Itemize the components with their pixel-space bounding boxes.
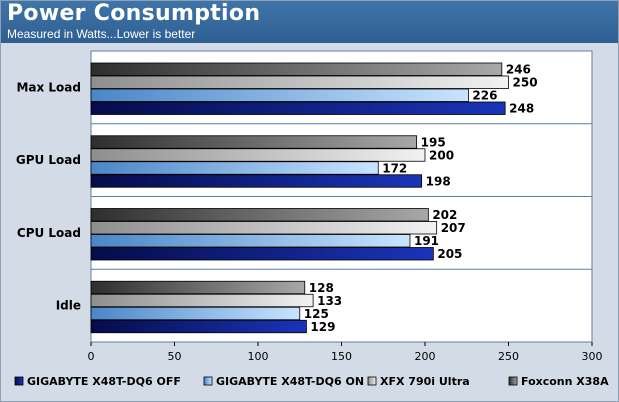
value-label-foxconn-x38a-idle: 128: [309, 281, 334, 295]
x-tick-label-150: 150: [331, 350, 352, 363]
bar-gigabyte-x48t-dq6-off-idle: [90, 319, 307, 334]
bar-xfx-790i-ultra-gpu-load: [90, 148, 426, 162]
legend-swatch-xfx-790i-ultra: [367, 376, 377, 386]
bar-foxconn-x38a-cpu-load: [90, 208, 429, 222]
category-label-max-load: Max Load: [16, 80, 81, 94]
legend-label-foxconn-x38a: Foxconn X38A: [521, 375, 609, 388]
bar-gigabyte-x48t-dq6-on-idle: [90, 306, 301, 321]
chart-header: Power Consumption Measured in Watts...Lo…: [1, 1, 618, 43]
category-label-idle: Idle: [56, 299, 81, 313]
value-label-xfx-790i-ultra-cpu-load: 207: [441, 221, 466, 235]
value-label-foxconn-x38a-max-load: 246: [506, 63, 531, 77]
x-tick-label-250: 250: [498, 350, 519, 363]
legend-swatch-foxconn-x38a: [508, 376, 518, 386]
value-label-gigabyte-x48t-dq6-on-max-load: 226: [472, 89, 497, 103]
value-label-gigabyte-x48t-dq6-off-idle: 129: [310, 320, 335, 334]
legend-swatch-gigabyte-x48t-dq6-on: [203, 376, 213, 386]
bar-gigabyte-x48t-dq6-on-max-load: [90, 88, 469, 102]
x-tick-label-100: 100: [248, 350, 269, 363]
value-label-xfx-790i-ultra-max-load: 250: [513, 76, 538, 90]
value-label-foxconn-x38a-cpu-load: 202: [432, 208, 457, 222]
bar-foxconn-x38a-idle: [90, 280, 306, 295]
value-label-xfx-790i-ultra-gpu-load: 200: [429, 148, 454, 162]
x-tick-label-200: 200: [415, 350, 436, 363]
bar-xfx-790i-ultra-cpu-load: [90, 221, 438, 235]
bar-gigabyte-x48t-dq6-off-cpu-load: [90, 247, 434, 261]
x-tick-label-50: 50: [168, 350, 182, 363]
chart-subtitle: Measured in Watts...Lower is better: [7, 27, 196, 41]
value-label-gigabyte-x48t-dq6-on-cpu-load: 191: [414, 234, 439, 248]
legend-label-gigabyte-x48t-dq6-on: GIGABYTE X48T-DQ6 ON: [216, 375, 364, 388]
value-label-gigabyte-x48t-dq6-on-idle: 125: [304, 307, 329, 321]
bar-foxconn-x38a-gpu-load: [90, 135, 418, 149]
chart-title: Power Consumption: [7, 1, 261, 26]
bar-xfx-790i-ultra-idle: [90, 293, 314, 308]
bar-gigabyte-x48t-dq6-on-gpu-load: [90, 161, 379, 175]
legend-swatch-gigabyte-x48t-dq6-off: [14, 376, 24, 386]
value-label-foxconn-x38a-gpu-load: 195: [421, 135, 446, 149]
x-tick-label-0: 0: [88, 350, 95, 363]
value-label-gigabyte-x48t-dq6-off-max-load: 248: [509, 102, 534, 116]
bar-gigabyte-x48t-dq6-on-cpu-load: [90, 234, 411, 248]
value-label-gigabyte-x48t-dq6-on-gpu-load: 172: [382, 161, 407, 175]
legend-label-gigabyte-x48t-dq6-off: GIGABYTE X48T-DQ6 OFF: [27, 375, 181, 388]
category-label-gpu-load: GPU Load: [16, 153, 81, 167]
legend-label-xfx-790i-ultra: XFX 790i Ultra: [380, 375, 470, 388]
x-tick-label-300: 300: [582, 350, 603, 363]
value-label-gigabyte-x48t-dq6-off-cpu-load: 205: [437, 247, 462, 261]
bar-gigabyte-x48t-dq6-off-gpu-load: [90, 174, 423, 188]
bar-gigabyte-x48t-dq6-off-max-load: [90, 101, 506, 115]
bar-xfx-790i-ultra-max-load: [90, 75, 509, 89]
value-label-xfx-790i-ultra-idle: 133: [317, 294, 342, 308]
bar-foxconn-x38a-max-load: [90, 62, 503, 76]
value-label-gigabyte-x48t-dq6-off-gpu-load: 198: [426, 174, 451, 188]
category-label-cpu-load: CPU Load: [17, 226, 81, 240]
